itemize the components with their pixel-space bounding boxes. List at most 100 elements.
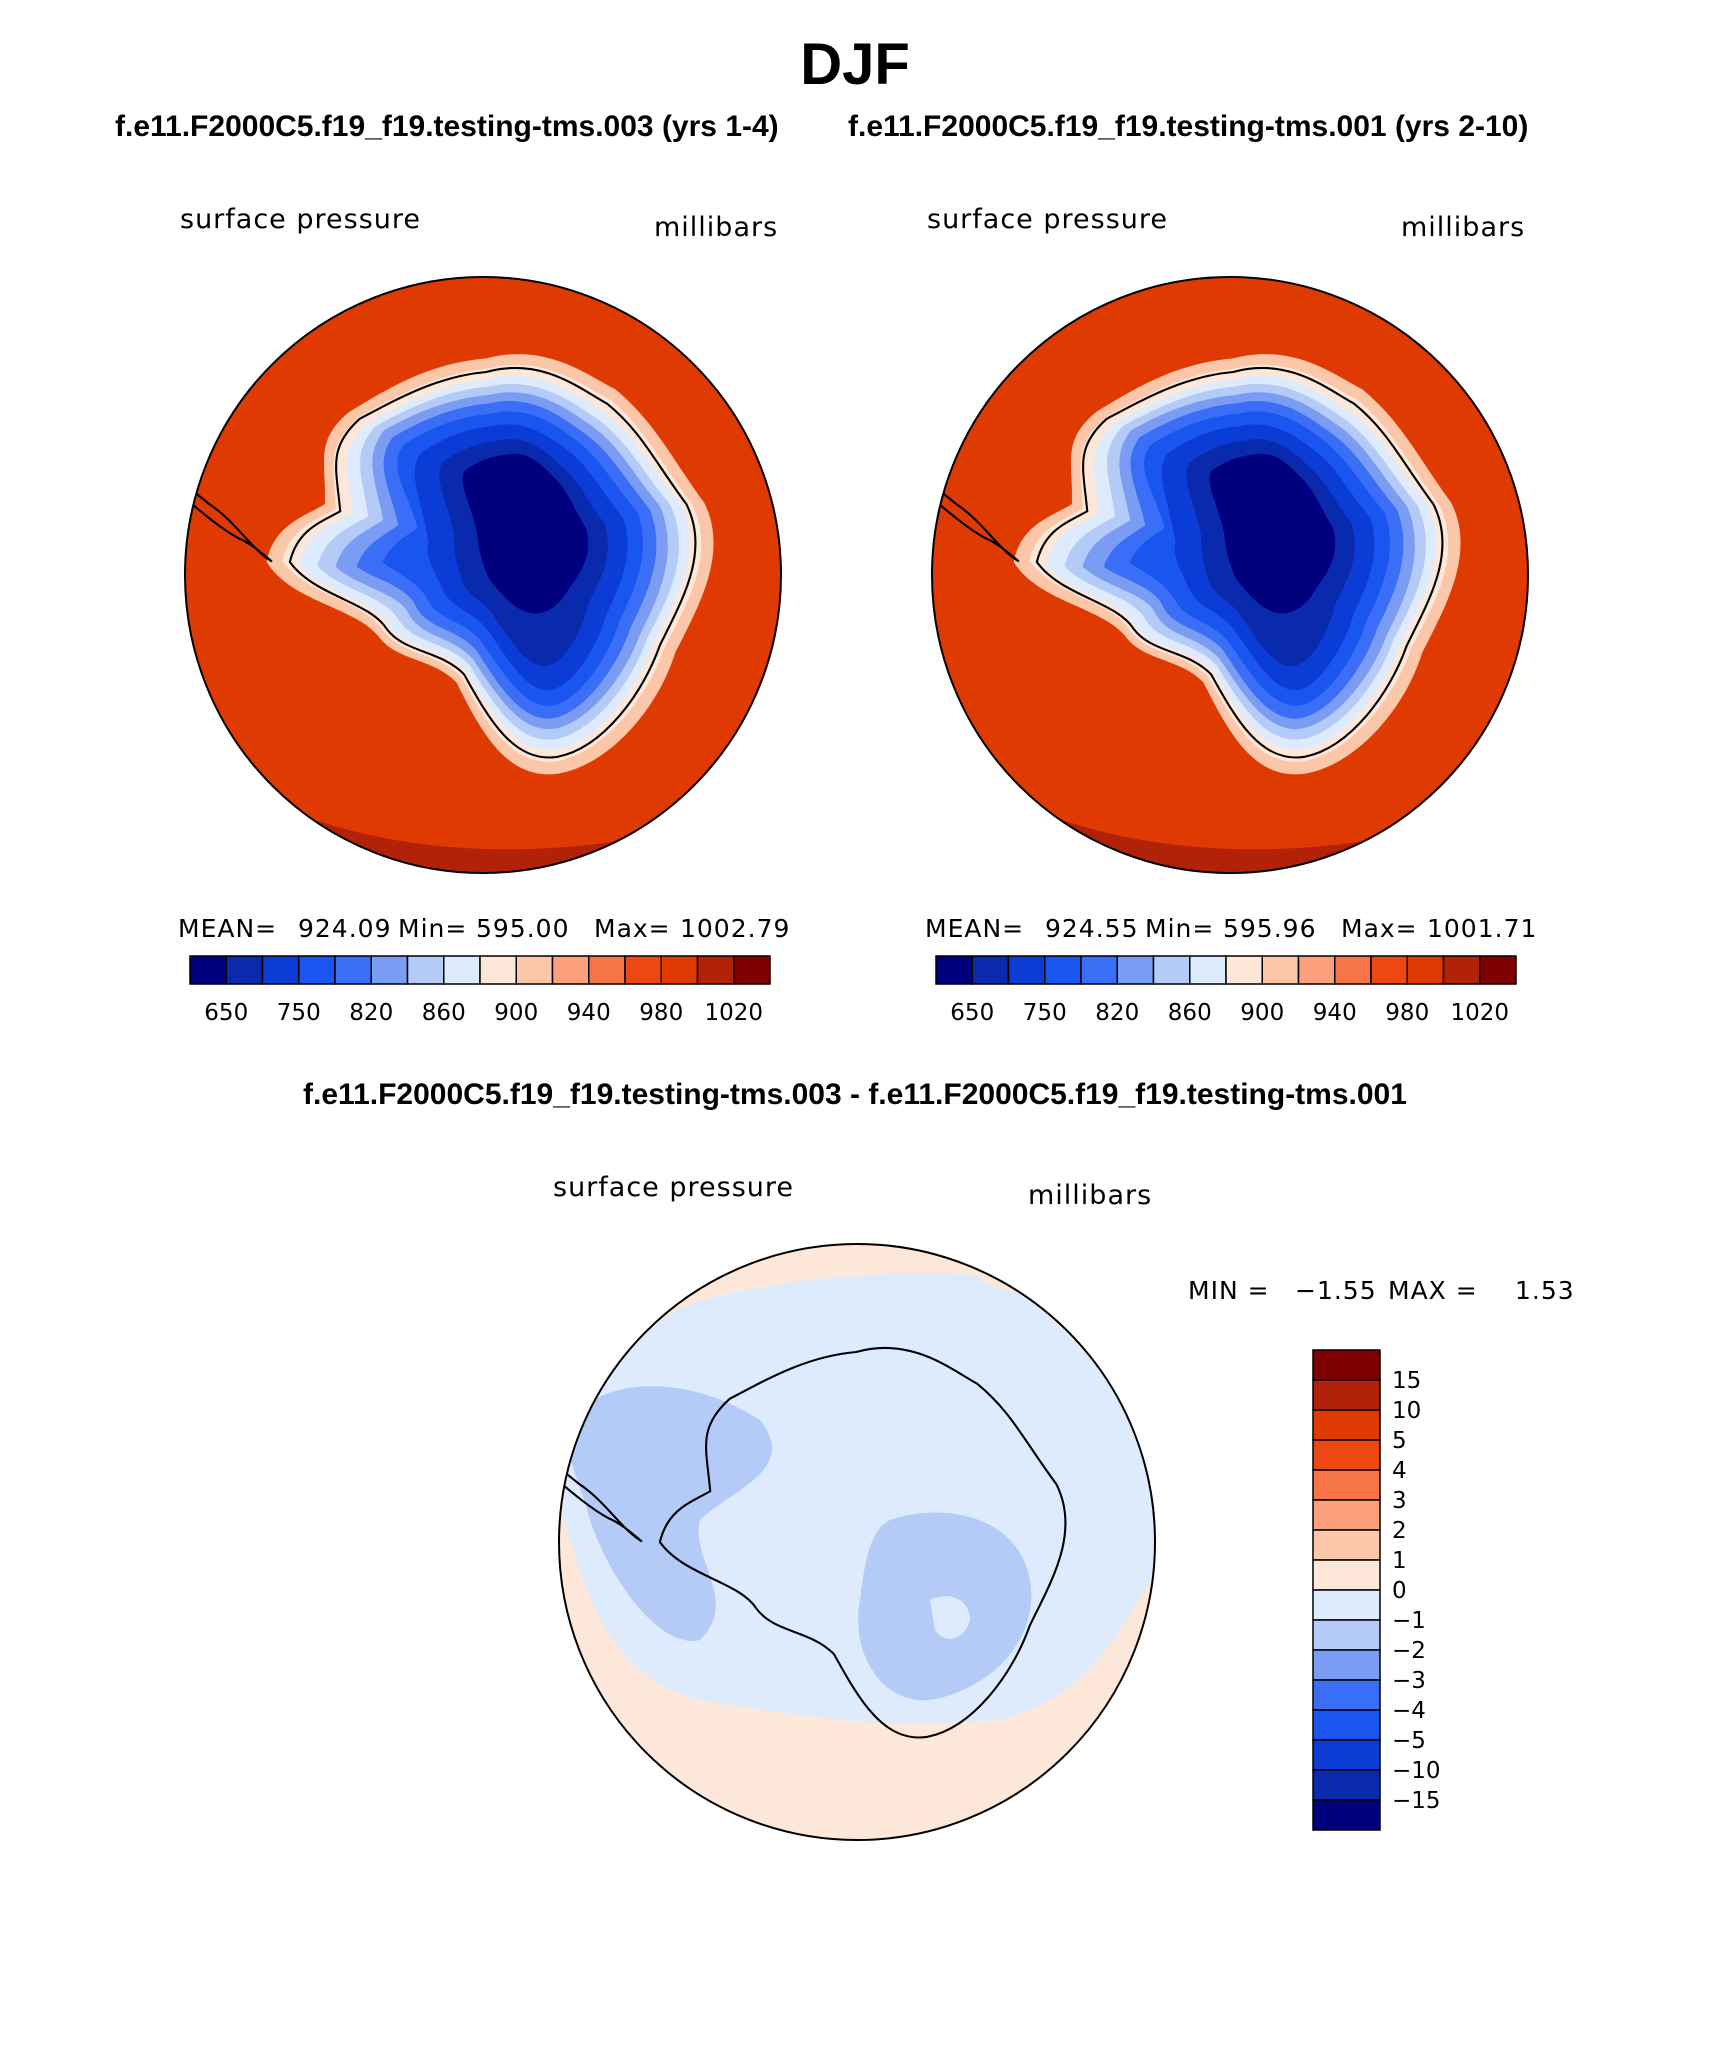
panel2-colorbar-box: [1152, 955, 1191, 985]
panel1-colorbar-box: [696, 955, 735, 985]
panel3-colorbar-tick-label: −5: [1392, 1728, 1426, 1754]
panel3-south-positive: [559, 1480, 1155, 1840]
panel1-colorbar-box: [588, 955, 626, 985]
panel3-colorbar-tick-label: 3: [1392, 1488, 1407, 1514]
panel2-colorbar-box: [1044, 955, 1082, 985]
panel2-max-value: 1001.71: [1427, 914, 1538, 943]
panel2-units-label: millibars: [1401, 212, 1526, 243]
panel2-colorbar-box: [1189, 955, 1227, 985]
panel2-colorbar-tick-label: 860: [1168, 1000, 1212, 1026]
panel3-variable-label: surface pressure: [553, 1172, 794, 1203]
panel1-colorbar-tick-label: 650: [204, 1000, 248, 1026]
difference-title: f.e11.F2000C5.f19_f19.testing-tms.003 - …: [303, 1078, 1407, 1111]
panel2-colorbar-box: [971, 955, 1010, 985]
panel2-colorbar-tick-label: 820: [1095, 1000, 1139, 1026]
control-case-title: f.e11.F2000C5.f19_f19.testing-tms.001 (y…: [848, 110, 1529, 143]
panel3-colorbar-tick-label: −1: [1392, 1608, 1426, 1634]
panel1-colorbar-tick-label: 900: [494, 1000, 538, 1026]
panel2-map: [932, 277, 1528, 873]
panel3-max-label: MAX =: [1388, 1276, 1478, 1305]
panel3-colorbar-tick-label: 2: [1392, 1518, 1407, 1544]
panel1-colorbar-box: [189, 955, 227, 985]
panel3-colorbar-box: [1312, 1769, 1381, 1801]
panel2-mean-value: 924.55: [1045, 914, 1139, 943]
panel1-colorbar-box: [479, 955, 517, 985]
panel1-map: [185, 277, 781, 873]
panel1-colorbar-box: [370, 955, 409, 985]
panel3-min-value: −1.55: [1295, 1276, 1377, 1305]
panel3-colorbar-box: [1312, 1439, 1381, 1471]
panel1-colorbar-box: [660, 955, 699, 985]
panel3-units-label: millibars: [1028, 1180, 1153, 1211]
panel2-colorbar-box: [1080, 955, 1118, 985]
panel3-colorbar-tick-label: −3: [1392, 1668, 1426, 1694]
panel2-colorbar-tick-label: 900: [1240, 1000, 1284, 1026]
panel3-colorbar-box: [1312, 1469, 1381, 1501]
panel1-mean-label: MEAN=: [178, 914, 278, 943]
panel3-colorbar-tick-label: −10: [1392, 1758, 1441, 1784]
panel2-colorbar-tick-label: 1020: [1450, 1000, 1509, 1026]
panel3-peninsula: [559, 1425, 643, 1543]
panel2-colorbar-box: [1225, 955, 1263, 985]
panel1-colorbar-box: [733, 955, 771, 985]
panel1-colorbar-tick-label: 750: [277, 1000, 321, 1026]
panel2-colorbar-box: [1297, 955, 1336, 985]
panel1-colorbar-box: [443, 955, 481, 985]
panel3-colorbar-box: [1312, 1409, 1381, 1441]
panel2-map-border: [931, 276, 1529, 874]
panel3-colorbar-box: [1312, 1739, 1381, 1771]
panel1-mean-value: 924.09: [298, 914, 392, 943]
panel1-units-label: millibars: [654, 212, 779, 243]
panel3-colorbar-box: [1312, 1679, 1381, 1711]
panel1-colorbar-box: [261, 955, 300, 985]
panel1-colorbar-tick-label: 860: [422, 1000, 466, 1026]
panel3-colorbar-tick-label: −15: [1392, 1788, 1441, 1814]
panel1-colorbar-box: [624, 955, 662, 985]
panel1-max-value: 1002.79: [680, 914, 791, 943]
panel3-colorbar-tick-label: 10: [1392, 1398, 1421, 1424]
panel2-min-label: Min=: [1145, 914, 1215, 943]
panel3-colorbar-box: [1312, 1589, 1381, 1621]
test-case-title: f.e11.F2000C5.f19_f19.testing-tms.003 (y…: [115, 110, 779, 143]
panel1-colorbar: 650 750 820 860 900 940 980 1020: [189, 955, 771, 1026]
panel3-coastline: [658, 1346, 1067, 1739]
panel3-colorbar-tick-label: 4: [1392, 1458, 1407, 1484]
panel1-map-border: [184, 276, 782, 874]
panel2-colorbar-tick-label: 750: [1023, 1000, 1067, 1026]
panel1-min-label: Min=: [398, 914, 468, 943]
panel1-colorbar-box: [551, 955, 590, 985]
panel2-variable-label: surface pressure: [927, 204, 1168, 235]
panel1-colorbar-box: [334, 955, 372, 985]
panel1-colorbar-box: [515, 955, 554, 985]
panel3-max-value: 1.53: [1515, 1276, 1575, 1305]
panel3-negative-2a: [567, 1386, 773, 1641]
panel1-colorbar-tick-label: 1020: [704, 1000, 763, 1026]
panel3-colorbar-tick-label: −4: [1392, 1698, 1426, 1724]
panel3-base: [559, 1244, 1155, 1840]
panel2-min-value: 595.96: [1223, 914, 1317, 943]
panel3-map: [559, 1244, 1155, 1840]
panel2-colorbar-box: [1479, 955, 1517, 985]
panel2-colorbar-box: [1007, 955, 1046, 985]
panel2-max-label: Max=: [1341, 914, 1418, 943]
panel3-colorbar-box: [1312, 1529, 1381, 1561]
panel3-colorbar-tick-label: −2: [1392, 1638, 1426, 1664]
panel1-max-label: Max=: [594, 914, 671, 943]
panel2-mean-label: MEAN=: [925, 914, 1025, 943]
panel2-colorbar-box: [935, 955, 973, 985]
panel2-colorbar-box: [1261, 955, 1300, 985]
panel2-colorbar: 650 750 820 860 900 940 980 1020: [935, 955, 1517, 1026]
panel3-colorbar-box: [1312, 1559, 1381, 1591]
panel3-colorbar-box: [1312, 1649, 1381, 1681]
panel3-colorbar-box: [1312, 1379, 1381, 1411]
panel3-colorbar-box: [1312, 1799, 1381, 1831]
panel1-min-value: 595.00: [476, 914, 570, 943]
panel3-map-border: [558, 1243, 1156, 1841]
season-title: DJF: [800, 32, 910, 97]
panel1-colorbar-box: [225, 955, 264, 985]
panel3-colorbar-tick-label: 5: [1392, 1428, 1407, 1454]
panel3-colorbar-box: [1312, 1619, 1381, 1651]
